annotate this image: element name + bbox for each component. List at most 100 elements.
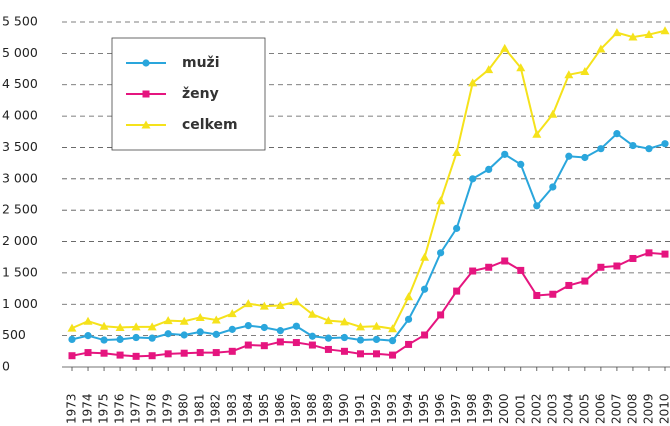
- point: [340, 347, 348, 355]
- point: [339, 317, 349, 326]
- point: [244, 322, 252, 330]
- point: [308, 332, 317, 340]
- point: [389, 351, 397, 359]
- y-tick-label: 5 000: [2, 45, 38, 60]
- x-tick-label: 2003: [545, 393, 559, 424]
- point: [645, 249, 653, 257]
- x-tick-label: 1990: [337, 393, 351, 424]
- point: [212, 349, 220, 357]
- point: [500, 43, 510, 52]
- x-tick-label: 1986: [273, 393, 287, 424]
- x-tick-label: 1977: [129, 393, 143, 424]
- point: [404, 315, 413, 323]
- point: [292, 322, 300, 330]
- point: [484, 65, 494, 74]
- point: [629, 141, 637, 150]
- y-tick-label: 0: [2, 359, 10, 374]
- point: [67, 323, 77, 332]
- x-tick-label: 1980: [177, 393, 191, 424]
- point: [243, 299, 253, 308]
- point: [629, 254, 637, 262]
- point: [195, 312, 205, 321]
- series: [67, 26, 670, 333]
- legend: muži ženy celkem: [111, 37, 266, 151]
- point: [259, 301, 269, 310]
- point: [469, 175, 477, 183]
- x-tick-label: 2010: [658, 393, 670, 424]
- point: [99, 321, 109, 330]
- point: [356, 350, 364, 358]
- point: [580, 67, 590, 76]
- legend-marker: [142, 59, 150, 67]
- point: [164, 350, 172, 358]
- point: [517, 266, 525, 274]
- point: [404, 292, 414, 301]
- x-tick-label: 1982: [209, 393, 223, 424]
- y-tick-label: 500: [2, 327, 26, 342]
- point: [132, 333, 140, 342]
- point: [420, 285, 429, 293]
- point: [596, 44, 606, 53]
- point: [533, 291, 541, 299]
- point: [244, 341, 252, 349]
- x-tick-label: 1988: [305, 393, 319, 424]
- x-tick-label: 2002: [529, 393, 543, 424]
- x-tick-label: 2008: [625, 393, 639, 424]
- point: [131, 322, 141, 331]
- point: [100, 336, 108, 344]
- point: [388, 324, 398, 333]
- point: [276, 338, 284, 346]
- point: [179, 316, 189, 325]
- point: [68, 352, 76, 360]
- point: [661, 140, 669, 148]
- point: [148, 334, 156, 342]
- point: [564, 70, 574, 79]
- y-tick-label: 1 500: [2, 264, 38, 279]
- point: [549, 290, 557, 298]
- point: [227, 309, 237, 318]
- point: [148, 352, 156, 360]
- point: [115, 322, 125, 331]
- x-tick-label: 1978: [145, 393, 159, 424]
- x-tick-label: 1987: [289, 393, 303, 424]
- point: [356, 336, 365, 344]
- point: [597, 263, 605, 271]
- x-tick-label: 1981: [193, 393, 207, 424]
- point: [613, 130, 621, 138]
- point: [147, 322, 157, 331]
- point: [453, 287, 461, 295]
- point: [436, 196, 446, 205]
- point: [372, 335, 381, 343]
- x-tick-label: 2005: [577, 393, 591, 424]
- point: [355, 322, 365, 331]
- point: [516, 63, 526, 72]
- point: [565, 152, 573, 160]
- y-tick-label: 2 500: [2, 202, 38, 217]
- point: [228, 325, 236, 333]
- y-tick-label: 1 000: [2, 296, 38, 311]
- y-tick-label: 4 000: [2, 108, 38, 123]
- point: [628, 32, 638, 41]
- x-tick-label: 1975: [97, 393, 111, 424]
- point: [164, 330, 172, 338]
- point: [468, 78, 478, 87]
- point: [373, 350, 381, 358]
- point: [501, 150, 509, 158]
- x-tick-label: 1992: [369, 393, 383, 424]
- point: [660, 26, 670, 35]
- point: [196, 328, 204, 336]
- point: [260, 323, 268, 332]
- point: [485, 165, 493, 174]
- point: [180, 349, 188, 357]
- point: [84, 349, 92, 357]
- x-tick-label: 1979: [161, 393, 175, 424]
- point: [532, 129, 542, 138]
- x-tick-label: 1989: [321, 393, 335, 424]
- x-tick-label: 1995: [417, 393, 431, 424]
- legend-label: celkem: [182, 117, 238, 133]
- x-tick-label: 1976: [113, 393, 127, 424]
- point: [517, 160, 525, 168]
- point: [405, 340, 413, 348]
- x-tick-label: 1973: [65, 393, 79, 424]
- x-tick-label: 2009: [641, 393, 655, 424]
